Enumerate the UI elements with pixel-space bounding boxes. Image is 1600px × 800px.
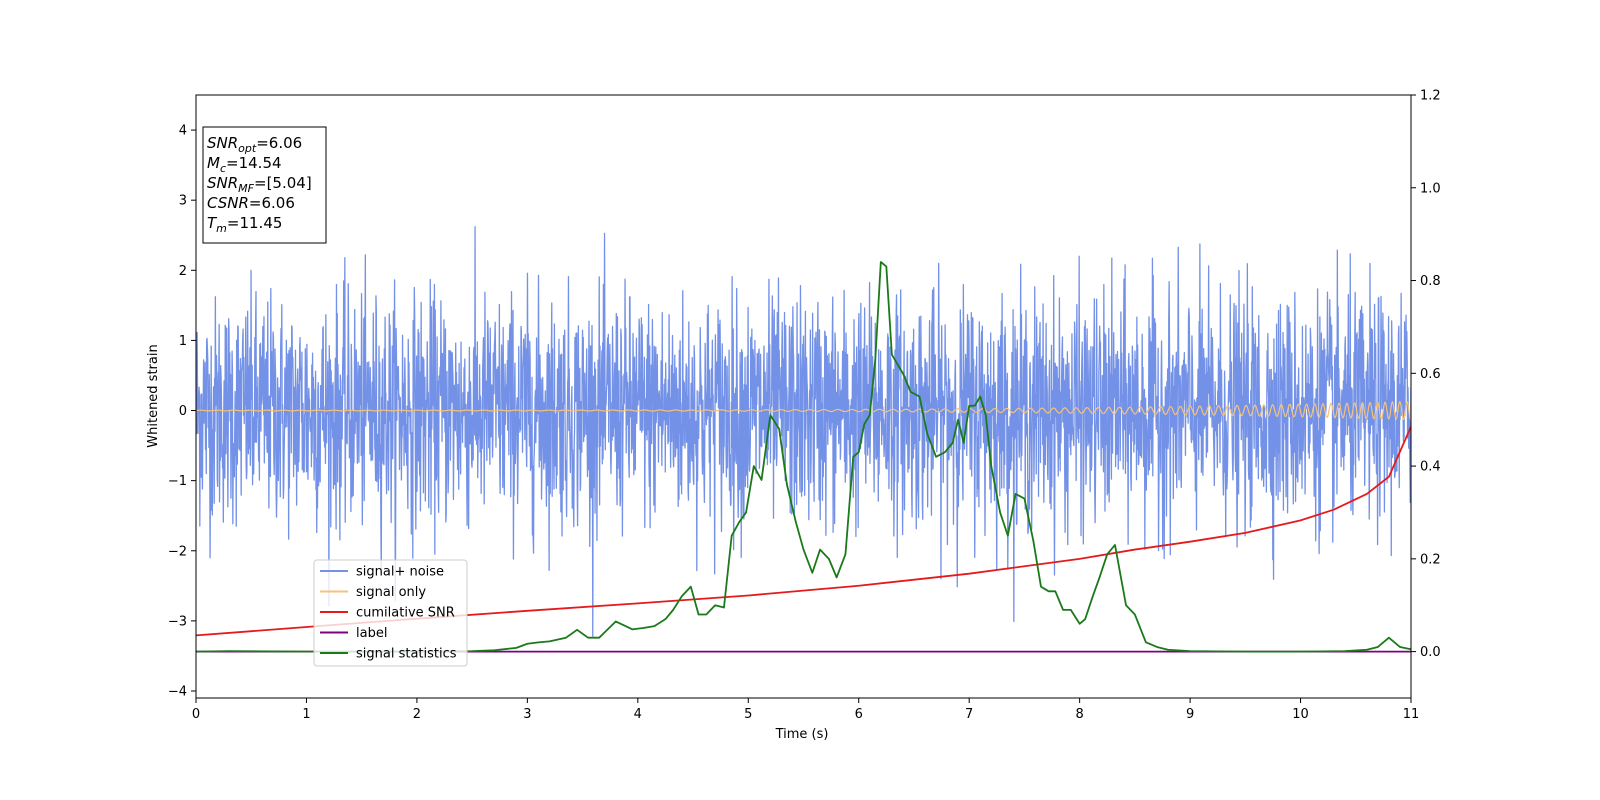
legend-frame: [313, 559, 468, 667]
x-tick-label: 0: [192, 707, 200, 722]
y2-tick-label: 0.2: [1420, 552, 1441, 567]
y2-tick-label: 1.0: [1420, 181, 1441, 196]
y2-tick-label: 0.6: [1420, 367, 1441, 382]
x-tick-label: 5: [744, 707, 752, 722]
y-axis-right: 0.0 0.2 0.4 0.6 0.8 1.0 1.2: [1411, 89, 1441, 660]
signal-noise-line: [196, 226, 1411, 637]
x-tick-label: 10: [1292, 707, 1309, 722]
y-tick-label: 0: [179, 404, 187, 419]
x-tick-label: 4: [634, 707, 642, 722]
cumilative-snr-line: [196, 426, 1411, 637]
annotation-line: Tm=11.45: [207, 214, 282, 235]
y2-tick-label: 0.8: [1420, 274, 1441, 289]
x-tick-label: 6: [855, 707, 863, 722]
annotation-line: SNRMF=[5.04]: [207, 174, 312, 195]
x-axis-label: Time (s): [775, 727, 829, 742]
annotation-line: CSNR=6.06: [207, 194, 295, 212]
annotation-line: Mc=14.54: [207, 154, 282, 175]
y-tick-label: −1: [168, 474, 187, 489]
annotation-line: SNRopt=6.06: [207, 134, 302, 155]
annotation-frame: [202, 126, 327, 244]
plot-frame: [195, 94, 1412, 699]
y2-tick-label: 0.4: [1420, 460, 1441, 475]
annotation-box: SNRopt=6.06Mc=14.54SNRMF=[5.04]CSNR=6.06…: [202, 126, 327, 244]
y-tick-label: −2: [168, 544, 187, 559]
x-tick-label: 3: [523, 707, 531, 722]
x-tick-label: 1: [302, 707, 310, 722]
y-axis-label: Whitened strain: [146, 344, 161, 447]
y2-tick-label: 1.2: [1420, 89, 1441, 104]
legend-entry: cumilative SNR: [356, 606, 455, 621]
x-tick-label: 11: [1403, 707, 1420, 722]
x-tick-label: 7: [965, 707, 973, 722]
x-axis: 0 1 2 3 4 5 6 7 8 9 10 11: [192, 698, 1419, 722]
x-tick-label: 8: [1075, 707, 1083, 722]
y-axis-left: −4 −3 −2 −1 0 1 2 3 4: [168, 124, 196, 699]
y-tick-label: 2: [179, 264, 187, 279]
y-tick-label: 1: [179, 334, 187, 349]
x-tick-label: 2: [413, 707, 421, 722]
y-tick-label: 3: [179, 194, 187, 209]
legend-entry: signal only: [356, 585, 426, 600]
signal-statistics-line: [196, 261, 1411, 653]
legend-entry: label: [356, 626, 387, 641]
y2-tick-label: 0.0: [1420, 645, 1441, 660]
legend: signal+ noise signal only cumilative SNR la…: [313, 559, 468, 667]
legend-entry: signal statistics: [356, 647, 457, 662]
y-tick-label: 4: [179, 124, 187, 139]
y-tick-label: −4: [168, 684, 187, 699]
x-tick-label: 9: [1186, 707, 1194, 722]
signal-only-line: [196, 400, 1411, 421]
y-tick-label: −3: [168, 614, 187, 629]
legend-entry: signal+ noise: [356, 565, 444, 580]
